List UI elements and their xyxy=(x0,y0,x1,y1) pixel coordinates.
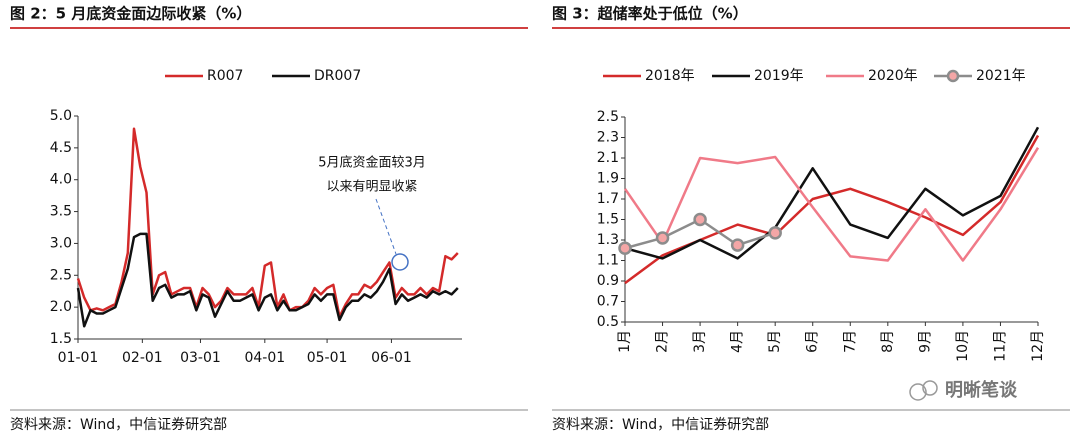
y-tick-label: 1.5 xyxy=(50,331,72,347)
y-tick-label: 1.1 xyxy=(597,253,619,269)
y-tick-label: 2.1 xyxy=(597,150,619,166)
x-tick-label: 1月 xyxy=(617,330,633,353)
legend-label: 2021年 xyxy=(976,68,1026,84)
x-tick-label: 02-01 xyxy=(122,350,163,366)
legend-label: 2020年 xyxy=(868,68,918,84)
highlight-circle xyxy=(391,253,409,271)
y-tick-label: 2.0 xyxy=(50,299,72,315)
source: 资料来源：Wind，中信证券研究部 xyxy=(10,417,227,433)
y-tick-label: 1.3 xyxy=(597,232,619,248)
x-tick-label: 9月 xyxy=(917,330,933,353)
x-tick-label: 4月 xyxy=(730,330,746,353)
legend-label: 2018年 xyxy=(645,68,695,84)
chart-title: 图 2：5 月底资金面边际收紧（%） xyxy=(10,5,251,23)
x-tick-label: 7月 xyxy=(842,330,858,353)
y-tick-label: 2.5 xyxy=(50,267,72,283)
x-tick-label: 03-01 xyxy=(180,350,221,366)
y-tick-label: 2.5 xyxy=(597,109,619,125)
x-tick-label: 6月 xyxy=(805,330,821,353)
watermark: 明晰笔谈 xyxy=(945,379,1018,401)
annotation-arrow xyxy=(375,198,397,255)
y-tick-label: 4.0 xyxy=(50,172,72,188)
y-tick-label: 5.0 xyxy=(50,108,72,124)
x-tick-label: 3月 xyxy=(692,330,708,353)
y-tick-label: 0.9 xyxy=(597,273,619,289)
series-line xyxy=(623,147,1040,262)
source: 资料来源：Wind，中信证券研究部 xyxy=(552,417,769,433)
legend-marker xyxy=(946,69,960,83)
x-tick-label: 8月 xyxy=(880,330,896,353)
marker xyxy=(768,226,782,240)
y-tick-label: 3.5 xyxy=(50,204,72,220)
x-tick-label: 04-01 xyxy=(244,350,285,366)
x-tick-label: 5月 xyxy=(767,330,783,353)
y-tick-label: 1.7 xyxy=(597,191,619,207)
series-line xyxy=(76,232,459,328)
marker xyxy=(618,241,632,255)
legend-label: R007 xyxy=(207,68,243,84)
annotation: 以来有明显收紧 xyxy=(326,180,417,195)
marker xyxy=(730,238,745,252)
series-line xyxy=(624,126,1040,260)
x-tick-label: 01-01 xyxy=(58,350,99,366)
x-tick-label: 10月 xyxy=(955,330,971,362)
legend-label: 2019年 xyxy=(754,68,804,84)
y-tick-label: 1.5 xyxy=(597,212,619,228)
x-tick-label: 2月 xyxy=(655,330,671,353)
x-tick-label: 11月 xyxy=(992,330,1008,362)
x-tick-label: 06-01 xyxy=(371,350,412,366)
x-tick-label: 12月 xyxy=(1030,330,1046,362)
annotation: 5月底资金面较3月 xyxy=(318,155,426,171)
y-tick-label: 0.5 xyxy=(597,314,619,330)
y-tick-label: 3.0 xyxy=(50,235,72,251)
watermark-icon xyxy=(909,380,938,401)
x-tick-label: 05-01 xyxy=(307,350,348,366)
y-tick-label: 1.9 xyxy=(597,171,619,187)
legend-label: DR007 xyxy=(314,68,361,84)
chart-title: 图 3：超储率处于低位（%） xyxy=(552,5,748,23)
y-tick-label: 4.5 xyxy=(50,140,72,156)
y-tick-label: 0.7 xyxy=(597,294,619,310)
y-tick-label: 2.3 xyxy=(597,130,619,146)
marker xyxy=(655,231,670,245)
marker xyxy=(693,212,707,227)
